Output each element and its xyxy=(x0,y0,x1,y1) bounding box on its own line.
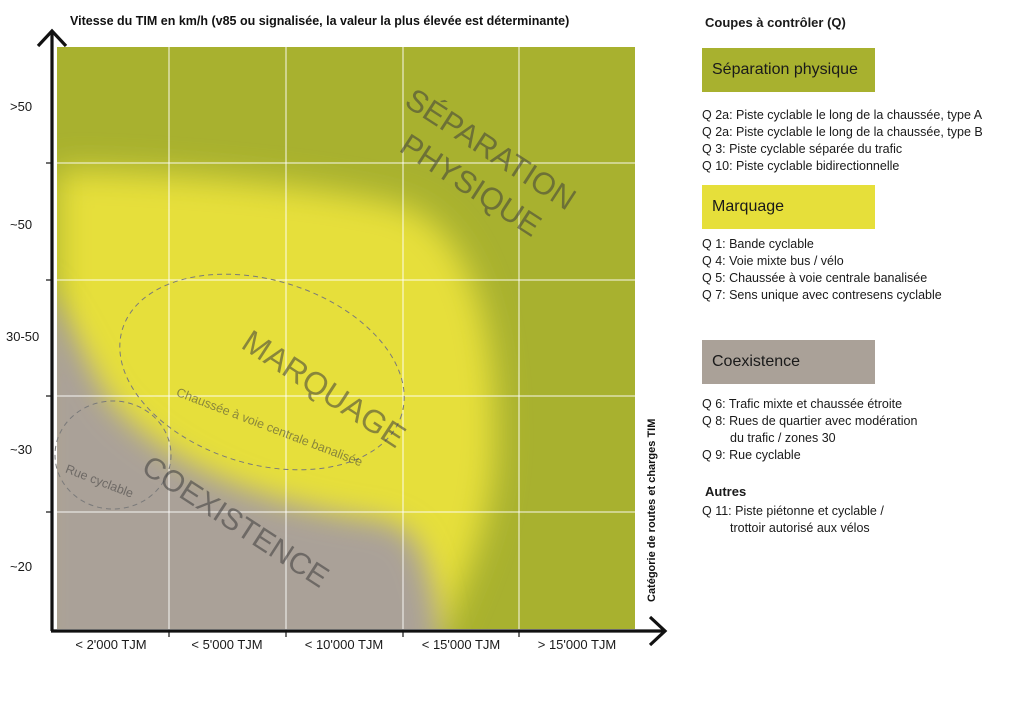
coexistence-zone-area xyxy=(57,305,440,629)
x-tick-labels: < 2'000 TJM < 5'000 TJM < 10'000 TJM < 1… xyxy=(75,637,616,652)
chaussee-ellipse xyxy=(119,273,405,471)
legend-item: Q 10: Piste cyclable bidirectionnelle xyxy=(702,159,900,173)
y-tick-label: >50 xyxy=(10,99,32,114)
tick-marks xyxy=(46,162,520,637)
legend-item: Q 1: Bande cyclable xyxy=(702,237,814,251)
x-tick-label: < 15'000 TJM xyxy=(422,637,500,652)
y-axis-arrow xyxy=(36,28,68,48)
legend-items-other: Q 11: Piste piétonne et cyclable / trott… xyxy=(702,503,884,537)
legend-item: du trafic / zones 30 xyxy=(702,430,917,447)
legend-item: Q 7: Sens unique avec contresens cyclabl… xyxy=(702,288,942,302)
rue-cyclable-ellipse xyxy=(54,400,172,510)
x-tick-label: < 2'000 TJM xyxy=(75,637,146,652)
legend-other-title: Autres xyxy=(705,484,747,499)
legend-item: Q 3: Piste cyclable séparée du trafic xyxy=(702,142,903,156)
legend-item: trottoir autorisé aux vélos xyxy=(702,520,884,537)
legend-item: Q 8: Rues de quartier avec modération xyxy=(702,414,918,428)
legend-item: Q 5: Chaussée à voie centrale banalisée xyxy=(702,271,928,285)
legend-category-separation: Séparation physique xyxy=(702,48,875,92)
x-axis-arrow xyxy=(648,615,668,647)
y-tick-labels: >50 ~50 30-50 ~30 ~20 xyxy=(6,99,39,574)
legend-item-continuation: trottoir autorisé aux vélos xyxy=(730,521,870,535)
x-tick-label: > 15'000 TJM xyxy=(538,637,616,652)
legend-category-label: Séparation physique xyxy=(712,61,858,78)
y-tick-label: 30-50 xyxy=(6,329,39,344)
chart-title: Vitesse du TIM en km/h (v85 ou signalisé… xyxy=(70,14,569,28)
y-tick-label: ~20 xyxy=(10,559,32,574)
x-tick-label: < 10'000 TJM xyxy=(305,637,383,652)
legend-item: Q 2a: Piste cyclable le long de la chaus… xyxy=(702,125,983,139)
grid-lines xyxy=(57,47,635,629)
dashed-ellipses xyxy=(54,273,405,510)
axes xyxy=(36,28,668,647)
legend-item: Q 2a: Piste cyclable le long de la chaus… xyxy=(702,108,983,122)
legend-items-separation: Q 2a: Piste cyclable le long de la chaus… xyxy=(702,107,983,175)
legend-item: Q 6: Trafic mixte et chaussée étroite xyxy=(702,397,903,411)
legend-category-label: Coexistence xyxy=(712,353,801,370)
positioning-diagram: Vitesse du TIM en km/h (v85 ou signalisé… xyxy=(6,14,668,652)
legend-item: Q 4: Voie mixte bus / vélo xyxy=(702,254,844,268)
y-axis-label: Catégorie de routes et charges TIM xyxy=(646,419,658,602)
legend-items-marquage: Q 1: Bande cyclable Q 4: Voie mixte bus … xyxy=(702,236,942,304)
legend-item: Q 9: Rue cyclable xyxy=(702,448,801,462)
legend-items-coexistence: Q 6: Trafic mixte et chaussée étroite Q … xyxy=(702,396,917,464)
legend-item: Q 11: Piste piétonne et cyclable / xyxy=(702,504,884,518)
legend-panel: Coupes à contrôler (Q) Séparation physiq… xyxy=(700,0,1024,706)
legend-item-continuation: du trafic / zones 30 xyxy=(730,431,836,445)
y-tick-label: ~50 xyxy=(10,217,32,232)
x-tick-label: < 5'000 TJM xyxy=(191,637,262,652)
legend-category-coexistence: Coexistence xyxy=(702,340,875,384)
legend-category-marquage: Marquage xyxy=(702,185,875,229)
legend-category-label: Marquage xyxy=(712,198,785,215)
legend-title: Coupes à contrôler (Q) xyxy=(705,15,846,30)
zone-areas xyxy=(57,47,635,629)
y-tick-label: ~30 xyxy=(10,442,32,457)
